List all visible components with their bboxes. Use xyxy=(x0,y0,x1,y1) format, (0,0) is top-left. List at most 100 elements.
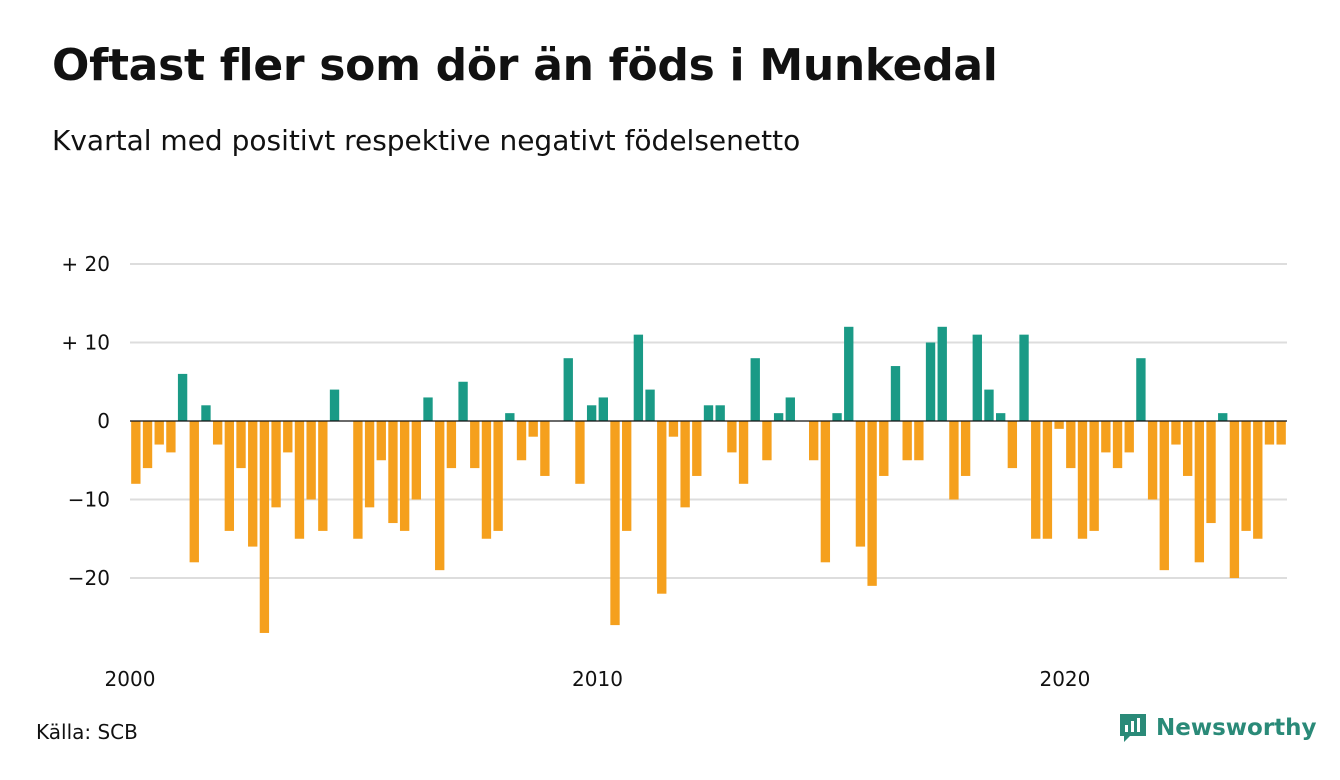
bar xyxy=(879,421,889,476)
bar xyxy=(1019,334,1029,421)
y-tick-label: + 20 xyxy=(61,252,110,276)
bar xyxy=(1007,421,1018,469)
bar xyxy=(1182,421,1193,476)
bar xyxy=(1124,421,1134,453)
bar xyxy=(353,421,363,539)
bar xyxy=(142,421,153,469)
bar xyxy=(914,421,924,461)
source-note: Källa: SCB xyxy=(36,720,138,744)
bar xyxy=(633,334,644,421)
bar xyxy=(844,326,854,421)
bars xyxy=(131,326,1286,633)
y-tick-label: −20 xyxy=(68,566,110,590)
bar xyxy=(435,421,445,571)
bar xyxy=(283,421,293,453)
bar xyxy=(890,366,901,421)
bar xyxy=(271,421,281,508)
bar xyxy=(668,421,679,437)
bar xyxy=(364,421,375,508)
bar xyxy=(306,421,316,500)
bar xyxy=(809,421,819,461)
bar xyxy=(294,421,305,539)
chart-title: Oftast fler som dör än föds i Munkedal xyxy=(52,40,998,91)
x-tick-label: 2020 xyxy=(1039,667,1090,691)
bar xyxy=(376,421,386,461)
bar xyxy=(610,421,620,626)
bar xyxy=(1077,421,1088,539)
bar xyxy=(528,421,538,437)
bar xyxy=(318,421,328,531)
bar xyxy=(1066,421,1076,469)
bar xyxy=(1031,421,1041,539)
bar xyxy=(1264,421,1275,445)
bar xyxy=(411,421,421,500)
bar xyxy=(563,358,573,421)
bar xyxy=(1089,421,1099,531)
bar xyxy=(832,413,842,421)
bar xyxy=(481,421,492,539)
bar xyxy=(259,421,270,633)
y-tick-label: −10 xyxy=(68,488,110,512)
bar xyxy=(1253,421,1263,539)
bar xyxy=(949,421,959,500)
bar xyxy=(236,421,246,469)
bar xyxy=(785,397,795,421)
bar xyxy=(925,342,936,421)
bar xyxy=(505,413,515,421)
bar xyxy=(715,405,725,421)
y-axis-tick-labels: + 20 + 10 0 −10 −20 xyxy=(61,252,110,590)
bar xyxy=(622,421,632,531)
bar xyxy=(458,381,468,421)
bar xyxy=(762,421,772,461)
bar xyxy=(540,421,550,476)
bar xyxy=(738,421,749,484)
bar xyxy=(727,421,737,453)
bar-chart: + 20 + 10 0 −10 −20 2000 2010 2020 xyxy=(61,252,1287,691)
bar xyxy=(329,389,340,421)
bar xyxy=(1147,421,1158,500)
bar xyxy=(446,421,457,469)
bar xyxy=(177,373,188,421)
bar xyxy=(750,358,760,421)
bar xyxy=(1171,421,1181,445)
bar xyxy=(586,405,597,421)
bar xyxy=(984,389,994,421)
bar xyxy=(820,421,831,563)
brand-name: Newsworthy xyxy=(1156,715,1317,741)
bar xyxy=(516,421,527,461)
bar xyxy=(972,334,982,421)
x-tick-label: 2000 xyxy=(105,667,156,691)
bar xyxy=(1276,421,1286,445)
bar xyxy=(703,405,714,421)
bar xyxy=(598,397,608,421)
bar xyxy=(1112,421,1123,469)
bar xyxy=(399,421,410,531)
bar xyxy=(960,421,971,476)
newsworthy-brand: Newsworthy xyxy=(1118,712,1317,744)
x-axis-tick-labels: 2000 2010 2020 xyxy=(105,667,1091,691)
bar xyxy=(166,421,176,453)
bar xyxy=(1042,421,1053,539)
bar xyxy=(1194,421,1205,563)
bar xyxy=(423,397,433,421)
bar xyxy=(212,421,223,445)
chart-subtitle: Kvartal med positivt respektive negativt… xyxy=(52,124,801,157)
bar xyxy=(131,421,141,484)
bar xyxy=(224,421,235,531)
bar xyxy=(1229,421,1240,578)
bar xyxy=(388,421,398,524)
bar xyxy=(1101,421,1111,453)
bar xyxy=(902,421,912,461)
bar xyxy=(680,421,690,508)
bar xyxy=(773,413,784,421)
bar xyxy=(1054,421,1064,429)
bar xyxy=(692,421,702,476)
bar xyxy=(1241,421,1251,531)
bar xyxy=(645,389,655,421)
newsworthy-logo-icon xyxy=(1120,714,1146,742)
x-tick-label: 2010 xyxy=(572,667,623,691)
bar xyxy=(867,421,877,586)
bar xyxy=(154,421,164,445)
bar xyxy=(855,421,866,547)
bar xyxy=(201,405,211,421)
